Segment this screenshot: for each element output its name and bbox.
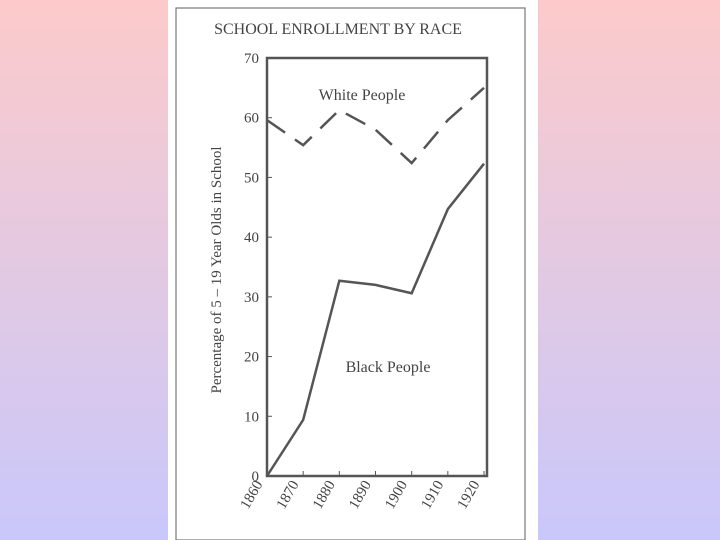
plot-frame: [265, 56, 489, 478]
y-tick-label: 40: [244, 230, 259, 246]
y-tick-label: 30: [244, 290, 259, 306]
chart-title: SCHOOL ENROLLMENT BY RACE: [214, 21, 462, 38]
series-label: White People: [319, 87, 406, 104]
series-label: Black People: [346, 359, 431, 376]
series-line: [265, 162, 485, 477]
y-tick-label: 70: [244, 51, 259, 67]
series-line: [266, 86, 485, 165]
y-tick-label: 50: [244, 170, 259, 186]
y-tick-label: 60: [244, 111, 259, 127]
y-axis-label: Percentage of 5 – 19 Year Olds in School: [209, 146, 225, 393]
y-tick-label: 0: [252, 469, 260, 485]
panel: [168, 0, 538, 540]
frame: [175, 7, 526, 540]
y-tick-label: 20: [244, 350, 259, 366]
y-tick-label: 10: [244, 409, 259, 425]
